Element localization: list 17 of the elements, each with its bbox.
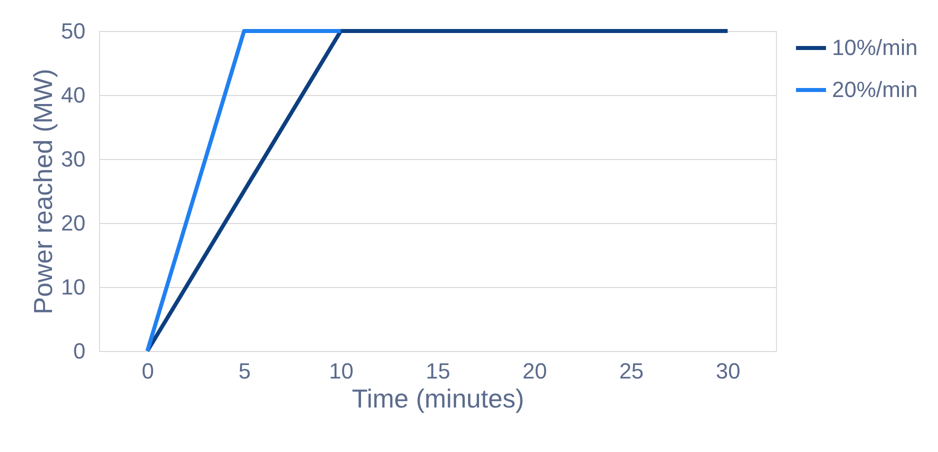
y-tick-label: 30 bbox=[61, 146, 86, 172]
x-tick-label: 15 bbox=[426, 358, 450, 384]
x-axis-title: Time (minutes) bbox=[352, 384, 524, 414]
x-tick-label: 30 bbox=[716, 358, 740, 384]
legend-label: 10%/min bbox=[832, 35, 918, 60]
x-tick-label: 25 bbox=[619, 358, 644, 384]
y-tick-label: 40 bbox=[61, 82, 86, 108]
y-axis-title: Power reached (MW) bbox=[28, 68, 58, 314]
y-tick-label: 0 bbox=[73, 338, 86, 364]
x-tick-label: 5 bbox=[238, 358, 251, 384]
x-tick-label: 0 bbox=[142, 358, 154, 384]
legend-label: 20%/min bbox=[832, 77, 918, 102]
y-tick-label: 50 bbox=[61, 18, 86, 44]
x-tick-label: 20 bbox=[522, 358, 547, 384]
y-tick-label: 10 bbox=[61, 274, 86, 300]
x-tick-label: 10 bbox=[329, 358, 354, 384]
y-tick-label: 20 bbox=[61, 210, 86, 236]
